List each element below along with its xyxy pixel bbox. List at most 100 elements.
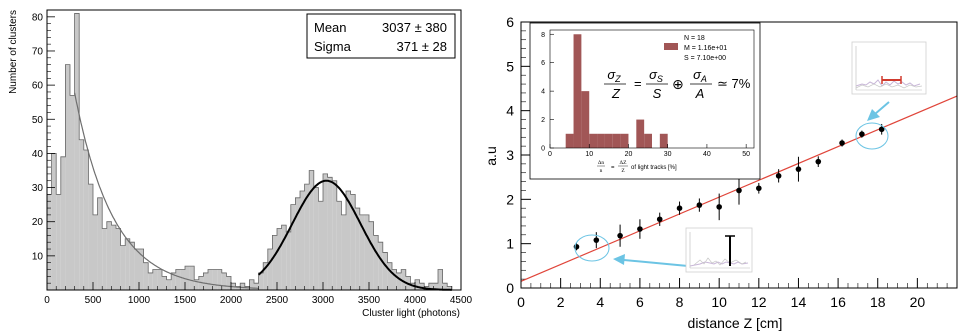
histogram-bar — [240, 283, 245, 290]
histogram-bar — [139, 249, 144, 290]
right-y-axis-ticks: 0 1 2 3 4 5 6 — [506, 14, 531, 296]
left-histogram-outline — [46, 13, 453, 290]
inset-histogram-bins — [565, 34, 668, 148]
histogram-bar — [267, 249, 273, 290]
histogram-bar — [350, 194, 356, 290]
left-plot-frame — [46, 9, 462, 291]
histogram-bar — [221, 272, 227, 290]
histogram-bar — [185, 266, 190, 290]
inset-y-tick-label: 4 — [541, 89, 545, 96]
left-x-axis-label: Cluster light (photons) — [362, 308, 460, 319]
inset-bar — [581, 91, 590, 148]
histogram-bar — [162, 276, 167, 290]
y-tick-label: 30 — [32, 183, 44, 194]
histogram-bar — [401, 269, 406, 290]
histogram-bar — [258, 272, 264, 290]
svg-text:N = 18: N = 18 — [684, 35, 705, 42]
right-plot-frame — [520, 21, 958, 289]
y-tick-label: 20 — [32, 217, 44, 228]
histogram-bar — [74, 13, 80, 290]
inset-bar — [620, 133, 629, 148]
data-point — [756, 185, 762, 192]
inset-y-tick-label: 6 — [541, 60, 545, 67]
y-tick-label: 70 — [32, 46, 44, 57]
histogram-bar — [387, 262, 392, 290]
x-tick-label: 1000 — [128, 295, 151, 306]
inset-histogram: 0 10 20 30 40 50 0 2 4 6 8 Δn n = ΔZ Z of light t… — [529, 22, 761, 180]
histogram-bar — [295, 197, 300, 290]
svg-text:of light tracks [%]: of light tracks [%] — [631, 165, 677, 171]
histogram-bar — [143, 262, 149, 290]
inset-y-axis-ticks: 0 2 4 6 8 — [541, 32, 554, 153]
left-histogram-bins — [47, 13, 452, 291]
histogram-bar — [378, 242, 383, 290]
inset-bar — [659, 133, 668, 148]
svg-text:n: n — [600, 168, 603, 174]
histogram-bar — [290, 204, 296, 290]
inset-x-tick-label: 50 — [742, 151, 750, 158]
histogram-bar — [392, 269, 397, 290]
histogram-bar — [97, 197, 103, 290]
histogram-bar — [304, 184, 310, 290]
data-point — [593, 237, 600, 243]
gaussian-fit-curve — [257, 179, 452, 291]
inset-plot-frame — [549, 29, 755, 149]
histogram-bar — [327, 177, 333, 290]
arrow-to-low-point — [613, 254, 689, 267]
right-x-axis-ticks: 0 2 4 6 8 10 12 14 16 18 20 — [517, 278, 948, 310]
inset-bar — [565, 133, 574, 148]
histogram-bar — [217, 269, 222, 290]
left-x-axis-ticks: 0 500 1000 1500 2000 2500 3000 3500 4000 4500 — [44, 282, 473, 306]
inset-bar — [589, 133, 598, 148]
x-tick-label: 2000 — [220, 295, 243, 306]
y-tick-label: 5 — [506, 58, 514, 74]
svg-text:S = 7.10e+00: S = 7.10e+00 — [684, 55, 726, 62]
histogram-bar — [318, 201, 323, 290]
x-tick-label: 8 — [676, 294, 684, 310]
x-tick-label: 2 — [557, 294, 565, 310]
y-tick-label: 0 — [506, 280, 514, 296]
data-point — [637, 226, 643, 232]
x-tick-label: 4500 — [450, 295, 473, 306]
histogram-bar — [263, 262, 268, 290]
histogram-bar — [83, 150, 89, 290]
histogram-bar — [235, 286, 241, 290]
histogram-bar — [419, 283, 425, 290]
right-y-axis-label: a.u — [483, 146, 499, 165]
x-tick-label: 500 — [85, 295, 102, 306]
histogram-bar — [157, 269, 162, 290]
histogram-bar — [65, 64, 70, 290]
histogram-bar — [226, 276, 231, 290]
svg-text:Δn: Δn — [598, 160, 605, 166]
data-point — [676, 205, 683, 211]
svg-text:Z: Z — [621, 168, 625, 174]
histogram-bar — [300, 190, 305, 290]
histogram-bar — [194, 279, 199, 290]
histogram-bar — [134, 249, 139, 290]
data-point — [859, 131, 865, 137]
inset-y-tick-label: 8 — [541, 32, 545, 39]
histogram-bar — [152, 269, 158, 290]
histogram-bar — [433, 283, 438, 290]
x-tick-label: 12 — [751, 294, 767, 310]
histogram-bar — [313, 187, 319, 290]
inset-x-tick-label: 30 — [664, 151, 672, 158]
data-point — [656, 216, 663, 223]
stats-sigma-label: Sigma — [314, 39, 352, 54]
inset-bar — [573, 34, 582, 148]
y-tick-label: 4 — [506, 103, 514, 119]
histogram-bar — [129, 242, 135, 290]
histogram-bar — [79, 139, 84, 290]
left-y-axis-label: Number of clusters — [8, 10, 19, 94]
histogram-bar — [198, 276, 204, 290]
inset-y-tick-label: 0 — [541, 146, 545, 153]
inset-bar — [597, 133, 605, 148]
histogram-bar — [346, 190, 351, 290]
data-point — [839, 140, 845, 146]
x-tick-label: 4000 — [404, 295, 427, 306]
svg-text:=: = — [634, 76, 642, 91]
left-histogram-panel: 0 500 1000 1500 2000 2500 3000 3500 4000 4500 10 2… — [8, 9, 473, 319]
y-tick-label: 10 — [32, 251, 44, 262]
